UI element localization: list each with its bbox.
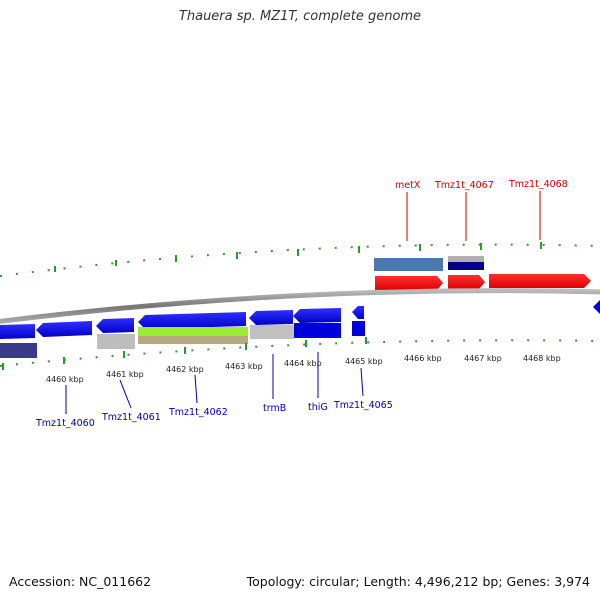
cds-metX[interactable] (375, 276, 443, 290)
gene-Tmz1t_4062-top[interactable] (138, 327, 248, 336)
ruler-label: 4461 kbp (106, 370, 144, 379)
ruler-label: 4465 kbp (345, 357, 383, 366)
reverse-strand (0, 306, 365, 358)
gene-Tmz1t_4059[interactable] (0, 343, 37, 358)
ruler-label: 4468 kbp (523, 354, 561, 363)
ruler-label: 4462 kbp (166, 365, 204, 374)
gene-label-Tmz1t_4065[interactable]: Tmz1t_4065 (333, 400, 393, 411)
cds-Tmz1t_4065[interactable] (352, 306, 364, 319)
cds-thiG[interactable] (293, 308, 341, 323)
cds-Tmz1t_4061[interactable] (96, 318, 134, 333)
gene-Tmz1t_4067-bottom[interactable] (448, 262, 484, 270)
gene-Tmz1t_4061[interactable] (97, 334, 135, 349)
gene-label-Tmz1t_4060[interactable]: Tmz1t_4060 (35, 418, 95, 429)
gene-label-Tmz1t_4067[interactable]: Tmz1t_4067 (434, 180, 494, 191)
gene-metX[interactable] (374, 258, 443, 271)
cds-trmB[interactable] (249, 310, 293, 325)
cds-Tmz1t_4059[interactable] (0, 324, 35, 339)
forward-strand (374, 256, 591, 290)
gene-label-Tmz1t_4068[interactable]: Tmz1t_4068 (508, 179, 568, 190)
ruler-labels: 4460 kbp 4461 kbp 4462 kbp 4463 kbp 4464… (46, 354, 561, 384)
cds-Tmz1t_4062[interactable] (138, 312, 246, 329)
map-title: Thauera sp. MZ1T, complete genome (178, 9, 422, 24)
gene-Tmz1t_4062-bottom[interactable] (138, 336, 248, 344)
gene-label-metX[interactable]: metX (395, 180, 421, 191)
reverse-gene-labels: Tmz1t_4060 Tmz1t_4061 Tmz1t_4062 trmB th… (35, 352, 393, 429)
accession-text: Accession: NC_011662 (9, 574, 152, 589)
gene-Tmz1t_4065[interactable] (352, 321, 365, 336)
gene-label-thiG[interactable]: thiG (308, 402, 328, 413)
backbone-edge-feature[interactable] (593, 300, 600, 314)
cds-Tmz1t_4068[interactable] (489, 274, 591, 288)
gene-trmB[interactable] (250, 325, 294, 339)
cds-Tmz1t_4067[interactable] (448, 275, 485, 289)
inner-tick-ring (0, 337, 600, 370)
ruler-label: 4460 kbp (46, 375, 84, 384)
ruler-label: 4464 kbp (284, 359, 322, 368)
gene-label-Tmz1t_4062[interactable]: Tmz1t_4062 (168, 407, 228, 418)
ruler-label: 4463 kbp (225, 362, 263, 371)
gene-label-trmB[interactable]: trmB (263, 403, 286, 414)
outer-tick-ring (0, 242, 600, 277)
ruler-label: 4466 kbp (404, 354, 442, 363)
gene-label-Tmz1t_4061[interactable]: Tmz1t_4061 (101, 412, 161, 423)
ruler-label: 4467 kbp (464, 354, 502, 363)
cds-Tmz1t_4060[interactable] (36, 321, 92, 337)
genome-backbone (0, 288, 600, 324)
gene-thiG[interactable] (294, 323, 341, 338)
genome-summary-text: Topology: circular; Length: 4,496,212 bp… (246, 574, 590, 589)
gene-Tmz1t_4067-top[interactable] (448, 256, 484, 262)
forward-gene-labels: metX Tmz1t_4067 Tmz1t_4068 (395, 179, 568, 241)
